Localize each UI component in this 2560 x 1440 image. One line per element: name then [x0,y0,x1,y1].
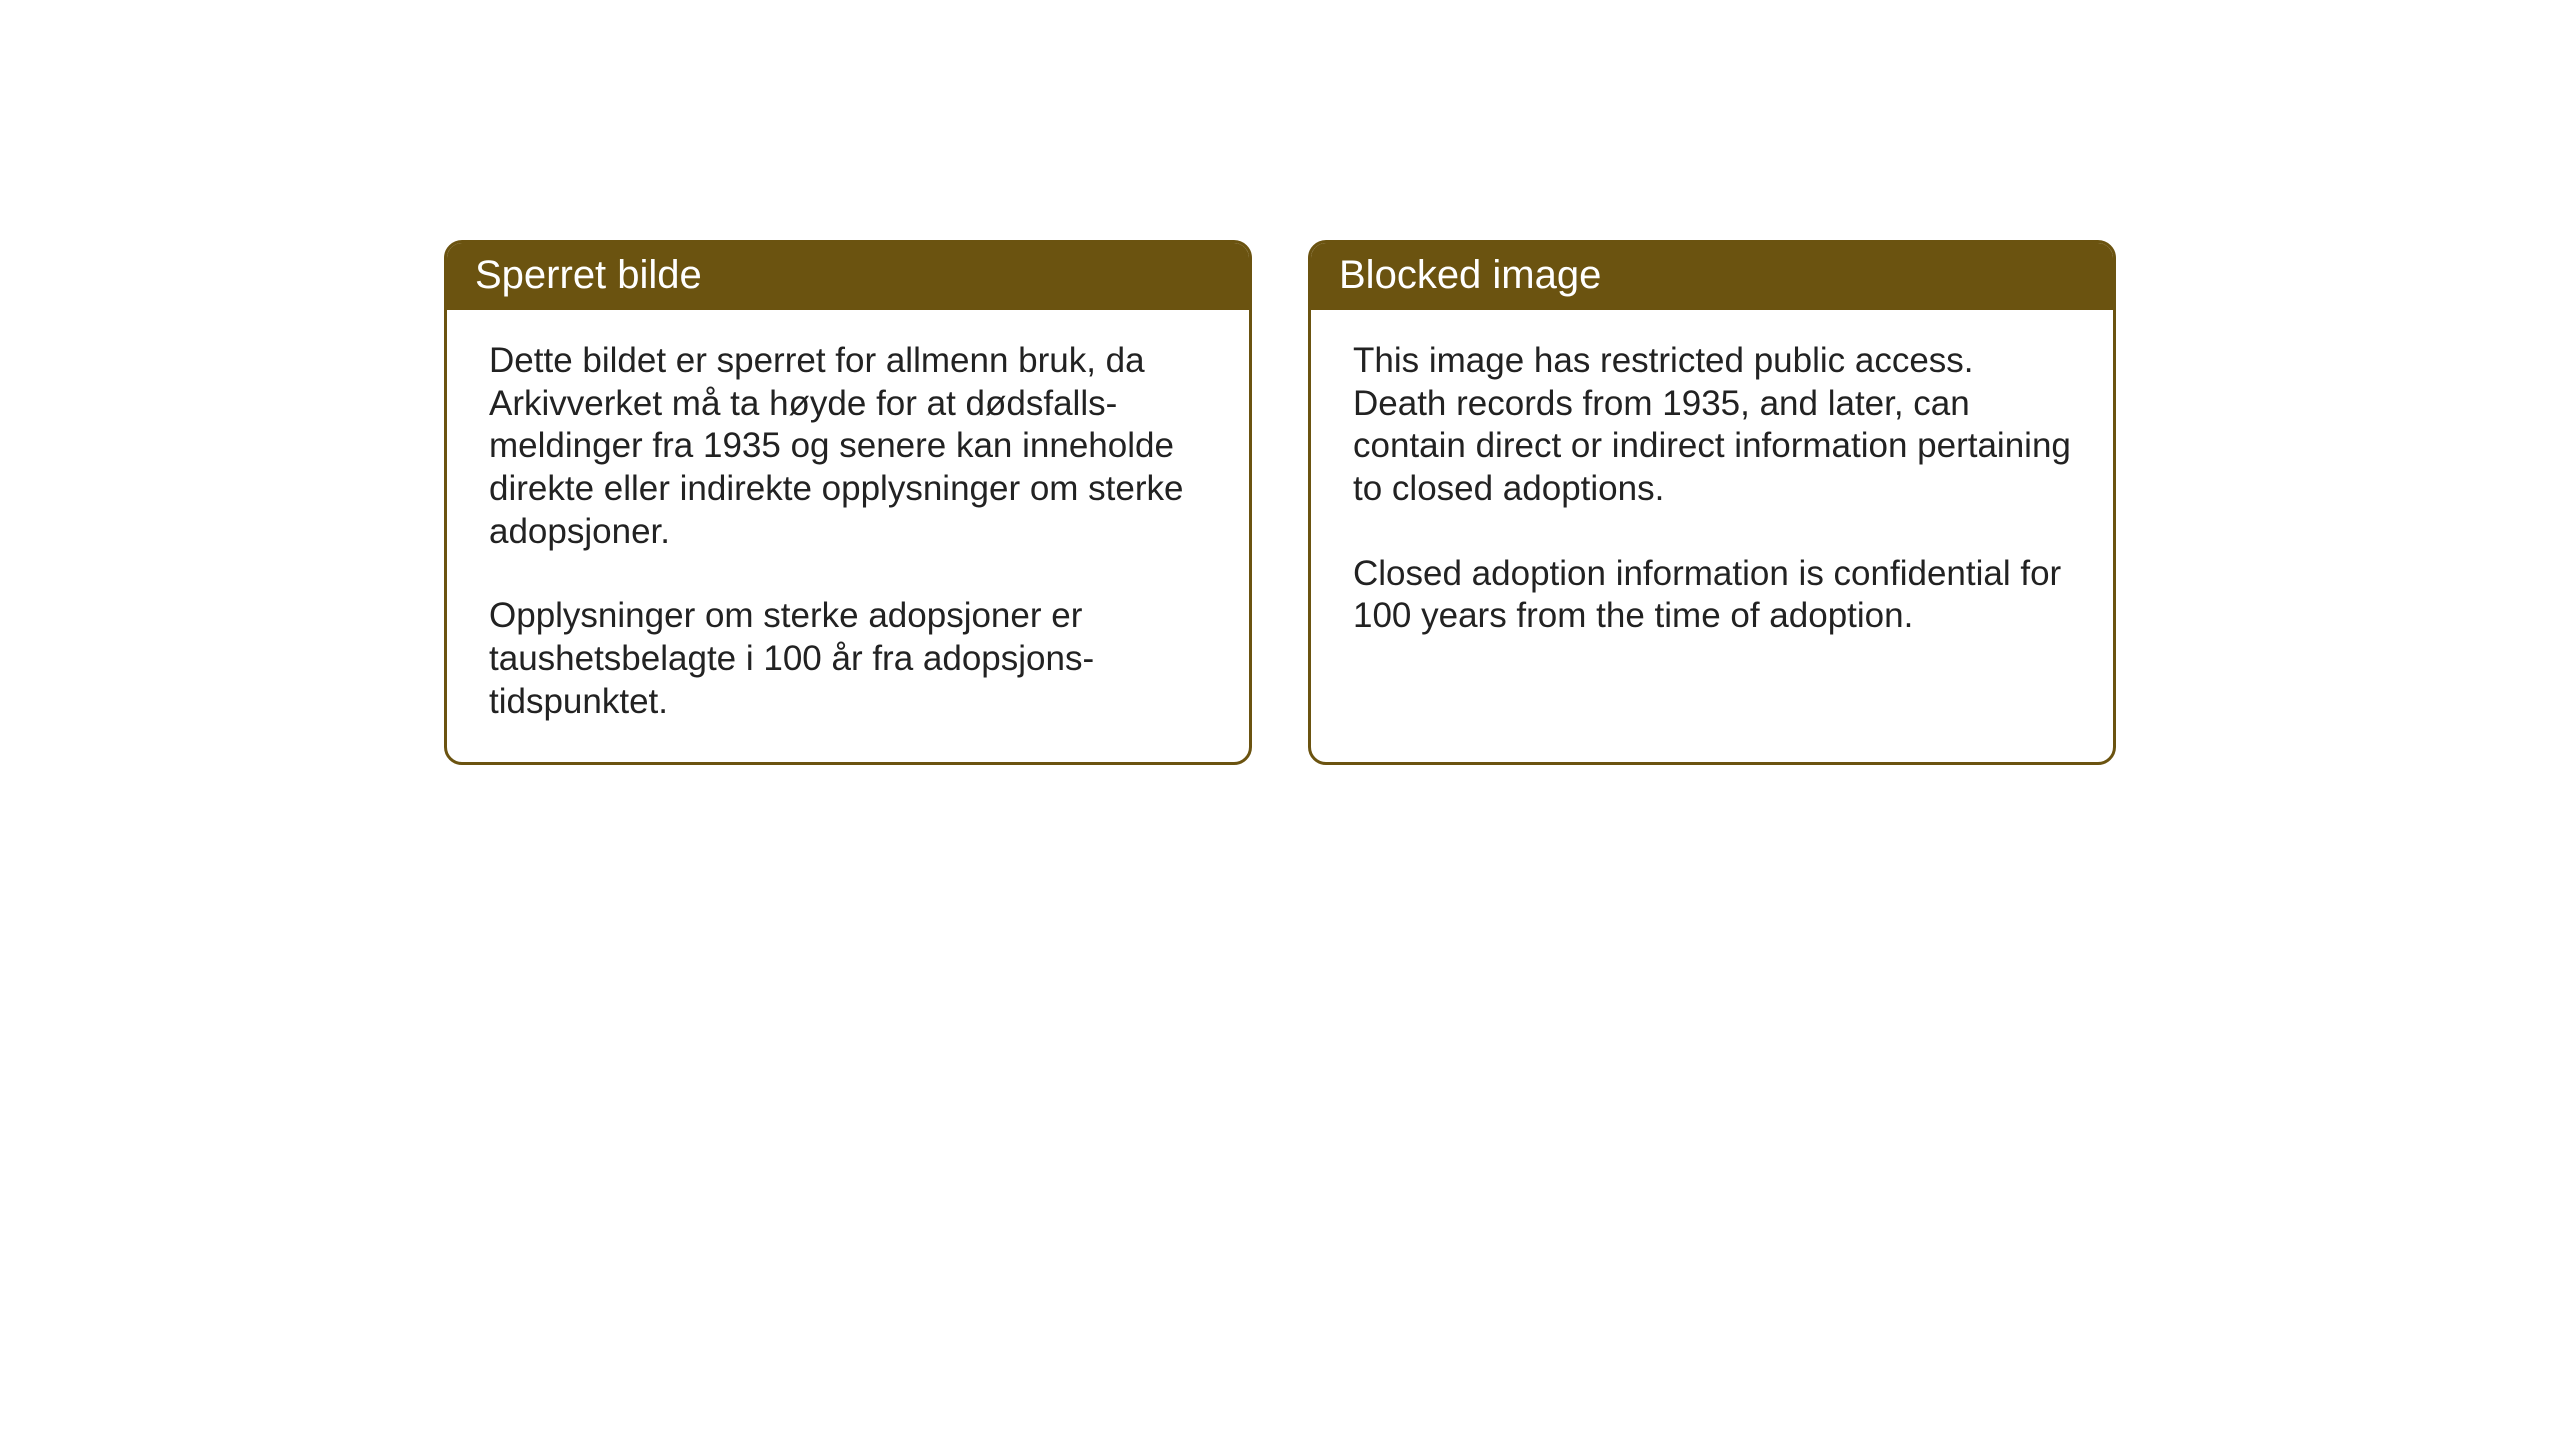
card-header-english: Blocked image [1311,243,2113,310]
card-paragraph: Dette bildet er sperret for allmenn bruk… [489,340,1207,553]
card-norwegian: Sperret bilde Dette bildet er sperret fo… [444,240,1252,765]
card-header-norwegian: Sperret bilde [447,243,1249,310]
cards-container: Sperret bilde Dette bildet er sperret fo… [444,240,2560,765]
card-body-norwegian: Dette bildet er sperret for allmenn bruk… [447,310,1249,762]
card-paragraph: Closed adoption information is confident… [1353,553,2071,638]
card-english: Blocked image This image has restricted … [1308,240,2116,765]
card-paragraph: This image has restricted public access.… [1353,340,2071,511]
card-body-english: This image has restricted public access.… [1311,310,2113,676]
card-paragraph: Opplysninger om sterke adopsjoner er tau… [489,595,1207,723]
